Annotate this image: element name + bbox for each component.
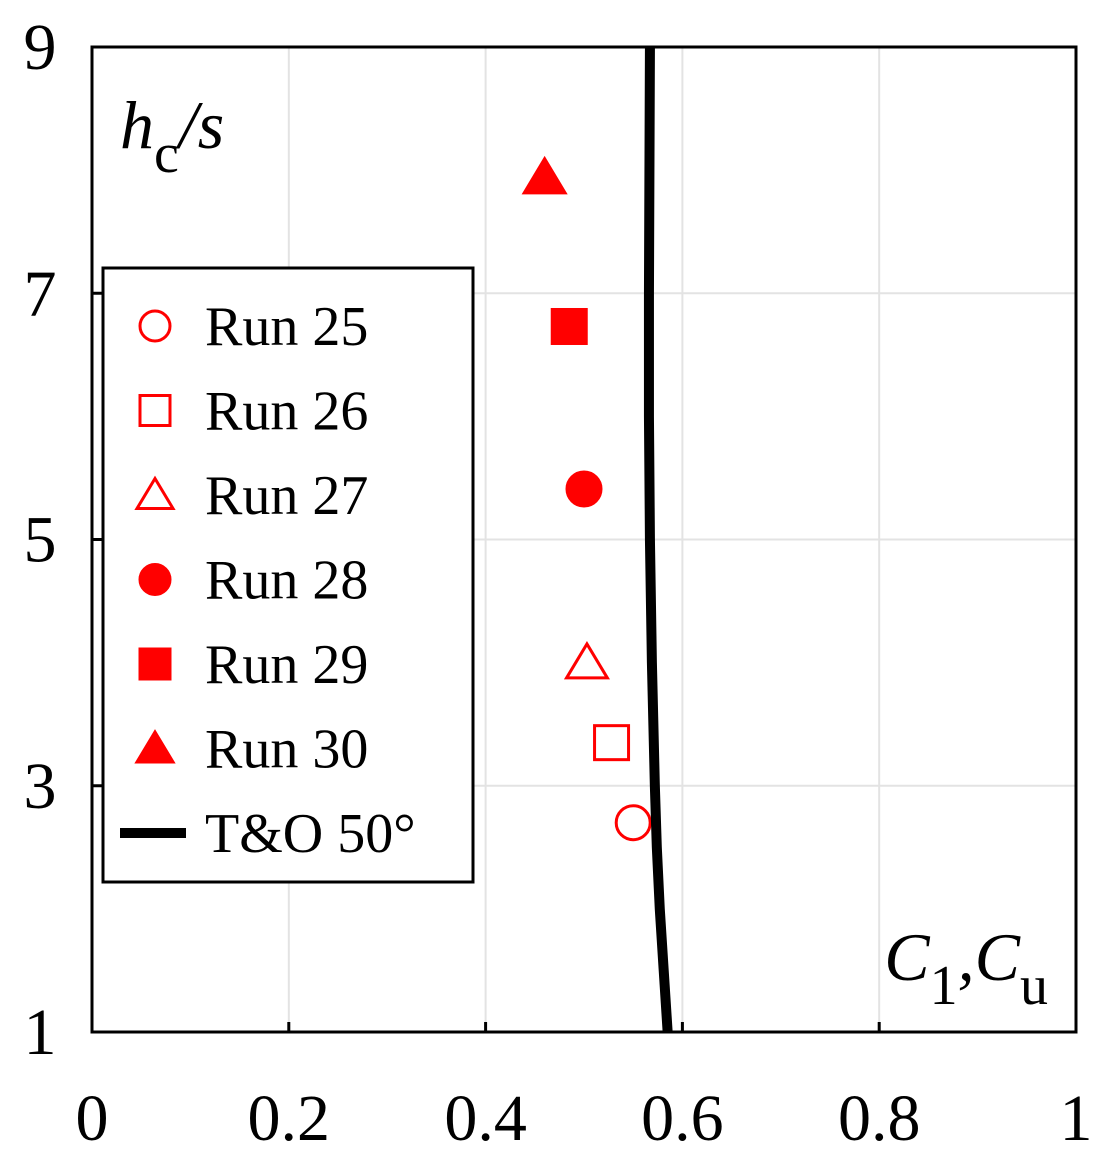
- x-tick-label: 0.2: [248, 1082, 331, 1155]
- legend-label: Run 27: [205, 465, 368, 527]
- y-tick-label: 3: [24, 750, 57, 823]
- y-axis-label-part: h: [120, 87, 154, 163]
- y-axis-label: hc/s: [120, 87, 224, 185]
- marker: [563, 641, 611, 680]
- x-tick-label: 1: [1060, 1082, 1093, 1155]
- legend-marker: [138, 647, 172, 681]
- y-axis-label-part: /s: [175, 87, 224, 163]
- y-tick-label: 5: [24, 504, 57, 577]
- x-axis-label-part: C: [884, 919, 930, 995]
- legend-marker: [138, 563, 172, 596]
- y-tick-label: 1: [24, 996, 57, 1069]
- fit-line: [643, 46, 673, 1033]
- legend-label: Run 30: [205, 719, 368, 781]
- x-axis-label-part: 1: [930, 955, 958, 1017]
- x-axis-label-part: u: [1020, 955, 1048, 1017]
- marker: [614, 804, 652, 842]
- x-axis-label-part: ,C: [958, 919, 1021, 995]
- marker: [550, 307, 588, 345]
- x-axis-label: C1,Cu: [884, 919, 1048, 1017]
- marker: [521, 155, 568, 195]
- legend-marker: [138, 309, 172, 343]
- y-axis-label-part: c: [154, 123, 179, 185]
- y-tick-label: 7: [24, 257, 57, 330]
- legend-marker: [138, 394, 172, 427]
- x-tick-label: 0.6: [641, 1082, 724, 1155]
- legend-label: T&O 50°: [205, 803, 416, 865]
- legend-label: Run 25: [205, 296, 368, 358]
- y-tick-label: 9: [24, 11, 57, 84]
- marker: [565, 470, 603, 508]
- x-tick-label: 0.8: [838, 1082, 921, 1155]
- legend-label: Run 29: [205, 634, 368, 696]
- plot-frame: [90, 45, 1078, 1034]
- legend-marker: [134, 729, 176, 764]
- legend-marker: [134, 475, 176, 510]
- marker: [593, 724, 631, 762]
- x-tick-label: 0.4: [444, 1082, 527, 1155]
- legend-label: Run 28: [205, 550, 368, 612]
- legend-label: Run 26: [205, 381, 368, 443]
- x-tick-label: 0: [76, 1082, 109, 1155]
